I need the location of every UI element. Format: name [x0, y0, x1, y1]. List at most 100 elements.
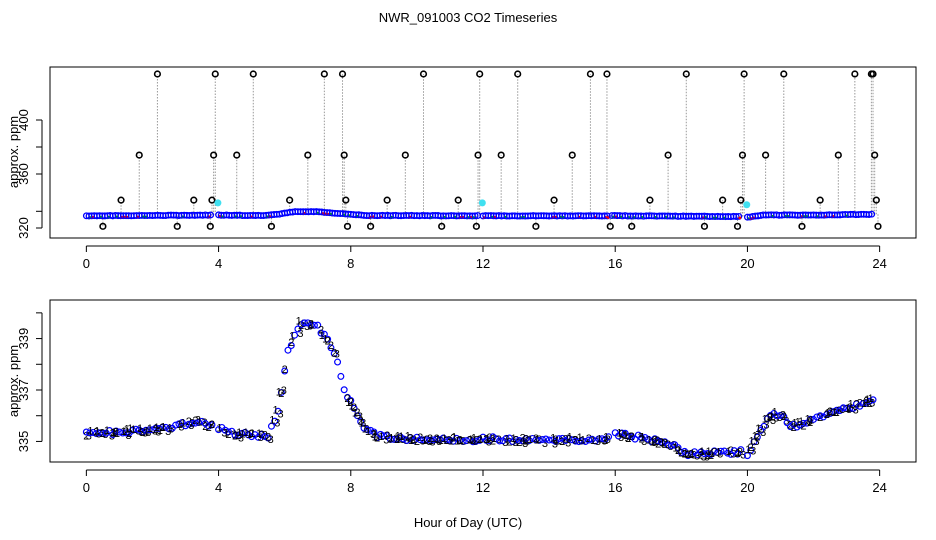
series-1-label: 1: [276, 386, 282, 398]
series-2-label: 2: [153, 424, 159, 436]
outlier-point: [383, 196, 391, 204]
data-point: [370, 428, 378, 436]
series-1-label: 1: [848, 398, 854, 410]
series-3-label: 3: [654, 435, 660, 447]
outlier-point: [233, 151, 241, 159]
series-3-label: 3: [301, 318, 307, 330]
outlier-point: [497, 151, 505, 159]
series-1-label: 1: [87, 426, 93, 438]
data-point: [638, 434, 646, 442]
series-3-label: 3: [846, 404, 852, 416]
data-point: [757, 426, 765, 434]
series-3-label: 3: [238, 432, 244, 444]
data-point: [581, 438, 589, 446]
series-1-label: 1: [534, 434, 540, 446]
data-point-overlay: [738, 216, 742, 220]
data-point: [145, 426, 153, 434]
data-point: [271, 417, 279, 425]
data-point: [813, 413, 821, 421]
series-2-label: 2: [318, 324, 324, 336]
series-1-label: 1: [124, 423, 130, 435]
series-3-label: 3: [869, 397, 875, 409]
series-1-label: 1: [296, 315, 302, 327]
series-1-label: 1: [421, 435, 427, 447]
series-2-label: 2: [265, 431, 271, 443]
data-point: [654, 437, 662, 445]
data-point: [261, 432, 269, 440]
series-1-label: 1: [709, 448, 715, 460]
series-3-label: 3: [403, 435, 409, 447]
series-1-label: 1: [196, 416, 202, 428]
data-point: [603, 212, 611, 220]
data-point: [162, 423, 170, 431]
series-2-label: 2: [209, 419, 215, 431]
series-3-label: 3: [740, 449, 746, 461]
series-1-label: 1: [154, 422, 160, 434]
data-point: [367, 426, 375, 434]
bottom-x-tick-label: 8: [347, 480, 354, 495]
series-3-label: 3: [558, 436, 564, 448]
series-1-label: 1: [524, 436, 530, 448]
series-1-label: 1: [699, 446, 705, 458]
data-point: [737, 446, 745, 454]
series-1-label: 1: [239, 429, 245, 441]
data-point: [205, 422, 213, 430]
outlier-point: [682, 70, 690, 78]
data-point: [165, 425, 173, 433]
series-1-label: 1: [580, 435, 586, 447]
series-2-label: 2: [708, 450, 714, 462]
series-3-label: 3: [155, 427, 161, 439]
bottom-y-tick-label: 339: [16, 328, 31, 350]
bottom-x-tick-label: 4: [215, 480, 222, 495]
series-1-label: 1: [223, 428, 229, 440]
series-1-label: 1: [94, 426, 100, 438]
data-point: [320, 330, 328, 338]
data-point: [657, 438, 665, 446]
series-3-label: 3: [357, 411, 363, 423]
series-1-label: 1: [504, 434, 510, 446]
series-1-label: 1: [623, 430, 629, 442]
series-2-label: 2: [407, 433, 413, 445]
outlier-point: [401, 151, 409, 159]
outlier-point: [340, 151, 348, 159]
data-point: [714, 449, 722, 457]
data-point: [829, 408, 837, 416]
data-point: [482, 436, 490, 444]
series-1-label: 1: [345, 397, 351, 409]
series-3-label: 3: [522, 438, 528, 450]
outlier-point: [173, 222, 181, 230]
data-point: [595, 435, 603, 443]
data-point: [132, 425, 140, 433]
data-point: [324, 335, 332, 343]
series-3-label: 3: [542, 438, 548, 450]
data-point: [459, 438, 467, 446]
data-point: [859, 400, 867, 408]
series-1-label: 1: [358, 418, 364, 430]
series-1-label: 1: [157, 425, 163, 437]
series-3-label: 3: [565, 438, 571, 450]
data-point: [353, 412, 361, 420]
series-2-label: 2: [487, 432, 493, 444]
data-point: [704, 449, 712, 457]
series-1-label: 1: [725, 446, 731, 458]
series-2-label: 2: [417, 432, 423, 444]
top-x-axis: 0 4 8 12 16 20 24: [83, 245, 887, 271]
cyan-marker: [478, 199, 486, 207]
series-1-label: 1: [831, 407, 837, 419]
series-1-label: 1: [395, 431, 401, 443]
data-point: [773, 412, 781, 420]
series-2-label: 2: [867, 398, 873, 410]
series-2-label: 2: [807, 417, 813, 429]
data-point: [796, 421, 804, 429]
series-3-label: 3: [109, 430, 115, 442]
series-1-label: 1: [372, 432, 378, 444]
outlier-point: [208, 196, 216, 204]
outlier-point: [762, 151, 770, 159]
series-1-label: 1: [659, 437, 665, 449]
data-point: [264, 434, 272, 442]
bottom-x-tick-label: 20: [740, 480, 754, 495]
series-3-label: 3: [651, 437, 657, 449]
series-3-label: 3: [753, 436, 759, 448]
series-2-label: 2: [662, 437, 668, 449]
series-3-label: 3: [112, 426, 118, 438]
